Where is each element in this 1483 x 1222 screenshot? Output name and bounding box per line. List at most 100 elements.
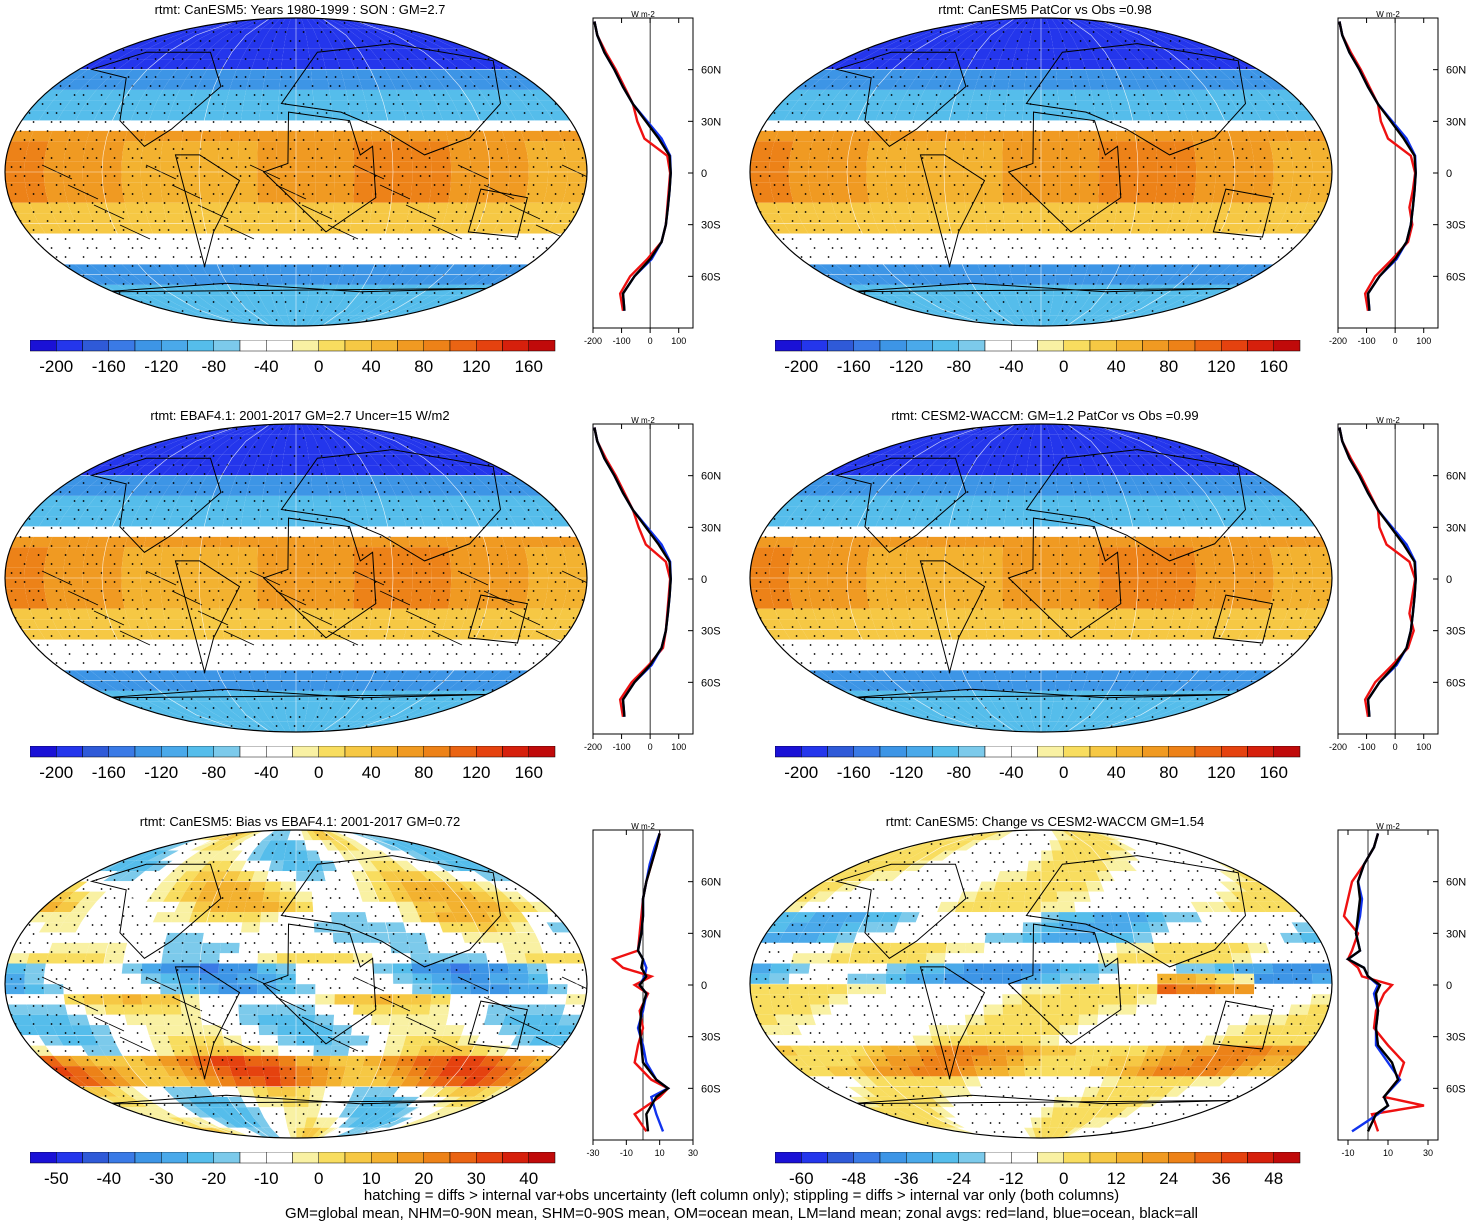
map-plot — [2, 827, 590, 1142]
map-plot — [747, 827, 1335, 1142]
colorbar-swatch — [503, 340, 529, 351]
x-tick-label: 0 — [1393, 336, 1398, 346]
colorbar-swatch — [476, 1152, 502, 1163]
colorbar-swatch — [828, 746, 854, 757]
colorbar-label: 12 — [1107, 1169, 1126, 1188]
colorbar-swatch — [161, 1152, 187, 1163]
colorbar-label: -40 — [999, 763, 1024, 782]
colorbar-swatch — [345, 746, 371, 757]
y-tick-label: 60N — [701, 471, 721, 483]
colorbar-swatch — [1090, 1152, 1116, 1163]
y-tick-label: 0 — [701, 168, 707, 180]
colorbar: -200-160-120-80-4004080120160200 — [30, 746, 560, 796]
colorbar-swatch — [1195, 340, 1221, 351]
colorbar-label: 10 — [362, 1169, 381, 1188]
colorbar-swatch — [1169, 1152, 1195, 1163]
profile-units: W m-2 — [1376, 822, 1400, 831]
y-tick-label: 60S — [1446, 677, 1466, 689]
series-land — [1339, 427, 1415, 716]
series-ocean — [594, 21, 670, 310]
series-ocean — [594, 427, 670, 716]
colorbar-label: -80 — [946, 763, 971, 782]
map-plot — [2, 15, 590, 330]
colorbar-swatch — [1038, 746, 1064, 757]
colorbar-swatch — [933, 1152, 959, 1163]
profile-frame — [1338, 18, 1438, 328]
colorbar-swatch — [476, 746, 502, 757]
colorbar-label: -20 — [201, 1169, 226, 1188]
colorbar-label: 120 — [462, 763, 490, 782]
x-tick-label: -200 — [584, 742, 602, 752]
y-tick-label: 0 — [701, 980, 707, 992]
y-tick-label: 30N — [1446, 522, 1466, 534]
colorbar-label: 0 — [1059, 1169, 1068, 1188]
y-tick-label: 30N — [1446, 928, 1466, 940]
map-field — [750, 18, 1333, 330]
y-tick-label: 30S — [701, 626, 721, 638]
profile-units: W m-2 — [631, 10, 655, 19]
colorbar-swatch — [188, 1152, 214, 1163]
colorbar-swatch — [801, 340, 827, 351]
y-tick-label: 30S — [701, 220, 721, 232]
x-tick-label: 10 — [655, 1148, 665, 1158]
colorbar-swatch — [529, 1152, 555, 1163]
colorbar-label: -120 — [144, 357, 178, 376]
colorbar-swatch — [188, 746, 214, 757]
colorbar-swatch — [56, 340, 82, 351]
colorbar-swatch — [1274, 1152, 1300, 1163]
colorbar-swatch — [1116, 340, 1142, 351]
map-plot — [2, 421, 590, 736]
colorbar-label: 160 — [1260, 763, 1288, 782]
y-tick-label: 30N — [1446, 116, 1466, 128]
y-tick-label: 60N — [701, 65, 721, 77]
colorbar-swatch — [1274, 746, 1300, 757]
panel-cesm2-waccm: rtmt: CESM2-WACCM: GM=1.2 PatCor vs Obs … — [745, 406, 1483, 811]
colorbar-swatch — [828, 340, 854, 351]
colorbar-swatch — [424, 746, 450, 757]
x-tick-label: -10 — [620, 1148, 633, 1158]
colorbar-label: -30 — [149, 1169, 174, 1188]
colorbar-swatch — [933, 340, 959, 351]
colorbar-swatch — [424, 1152, 450, 1163]
map-field — [750, 830, 1333, 1142]
panel-canesm5-bias: rtmt: CanESM5: Bias vs EBAF4.1: 2001-201… — [0, 812, 745, 1217]
colorbar-swatch — [319, 746, 345, 757]
x-tick-label: 0 — [1393, 742, 1398, 752]
panel-ebaf-obs: rtmt: EBAF4.1: 2001-2017 GM=2.7 Uncer=15… — [0, 406, 745, 811]
colorbar-label: -80 — [946, 357, 971, 376]
y-tick-label: 30S — [701, 1032, 721, 1044]
colorbar-swatch — [801, 1152, 827, 1163]
colorbar-swatch — [906, 746, 932, 757]
colorbar-label: 120 — [462, 357, 490, 376]
colorbar-swatch — [240, 746, 266, 757]
colorbar: -200-160-120-80-4004080120160200 — [775, 340, 1305, 390]
y-tick-label: 30N — [701, 522, 721, 534]
colorbar-swatch — [1143, 340, 1169, 351]
series-all — [594, 21, 670, 310]
colorbar-swatch — [1169, 746, 1195, 757]
colorbar-label: -80 — [201, 357, 226, 376]
colorbar-swatch — [959, 340, 985, 351]
y-tick-label: 60N — [1446, 471, 1466, 483]
y-tick-label: 60N — [1446, 65, 1466, 77]
colorbar-swatch — [1248, 746, 1274, 757]
colorbar-swatch — [83, 746, 109, 757]
x-tick-label: -200 — [584, 336, 602, 346]
series-ocean — [1339, 21, 1415, 310]
colorbar-swatch — [266, 340, 292, 351]
y-tick-label: 0 — [701, 574, 707, 586]
colorbar-label: -40 — [999, 357, 1024, 376]
colorbar-swatch — [503, 746, 529, 757]
colorbar-label: -40 — [254, 763, 279, 782]
profile-units: W m-2 — [631, 416, 655, 425]
colorbar-swatch — [1221, 746, 1247, 757]
map-field — [5, 18, 590, 330]
colorbar-swatch — [959, 1152, 985, 1163]
y-tick-label: 30N — [701, 116, 721, 128]
colorbar-swatch — [214, 340, 240, 351]
x-tick-label: -30 — [586, 1148, 599, 1158]
colorbar-swatch — [529, 340, 555, 351]
colorbar-label: 160 — [515, 357, 543, 376]
